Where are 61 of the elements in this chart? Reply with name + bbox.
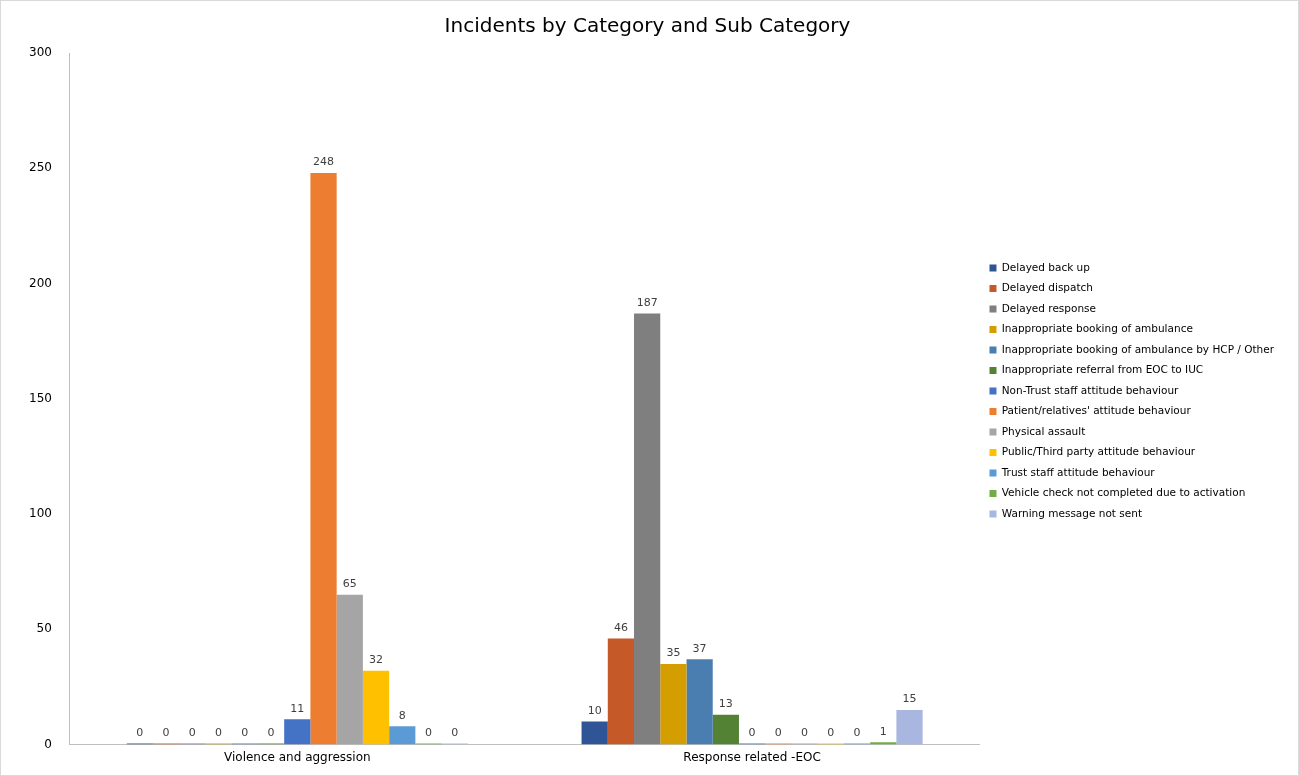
legend-label: Delayed response	[1001, 301, 1096, 314]
legend-label: Inappropriate referral from EOC to IUC	[1001, 363, 1204, 376]
bar	[581, 721, 608, 745]
data-label: 248	[313, 155, 335, 169]
data-label: 1	[879, 724, 887, 738]
legend-label: Patient/relatives' attitude behaviour	[1001, 404, 1192, 417]
data-label: 0	[136, 725, 144, 739]
data-label: 0	[424, 725, 432, 739]
y-tick-label: 100	[29, 506, 52, 521]
data-label: 0	[162, 725, 170, 739]
y-tick-label: 200	[29, 275, 52, 290]
bar	[634, 313, 661, 745]
legend-label: Trust staff attitude behaviour	[1000, 465, 1156, 478]
data-label: 13	[718, 696, 733, 710]
legend-label: Physical assault	[1001, 424, 1086, 437]
data-label: 187	[636, 295, 658, 309]
data-label: 0	[241, 725, 249, 739]
data-label: 15	[902, 692, 917, 706]
y-tick-label: 250	[29, 160, 52, 175]
chart-title: Incidents by Category and Sub Category	[444, 13, 851, 38]
data-label: 46	[613, 620, 628, 634]
data-label: 0	[267, 725, 275, 739]
data-label: 8	[398, 708, 406, 722]
y-tick-label: 150	[29, 390, 52, 405]
bar	[310, 172, 337, 745]
legend-label: Inappropriate booking of ambulance by HCP / Other	[1001, 342, 1275, 355]
legend-label: Delayed dispatch	[1001, 281, 1094, 294]
y-tick-label: 0	[44, 736, 52, 751]
data-label: 0	[801, 725, 809, 739]
data-label: 65	[342, 577, 357, 591]
legend-label: Delayed back up	[1001, 260, 1091, 273]
legend-label: Public/Third party attitude behaviour	[1001, 445, 1196, 458]
bar	[896, 710, 923, 745]
bar	[284, 719, 311, 745]
y-tick-label: 50	[36, 621, 52, 636]
bar	[336, 594, 363, 745]
data-label: 32	[369, 653, 384, 667]
legend-label: Inappropriate booking of ambulance	[1001, 322, 1193, 335]
data-label: 11	[290, 701, 305, 715]
data-label: 0	[827, 725, 835, 739]
data-label: 0	[748, 725, 756, 739]
bar	[389, 726, 416, 745]
x-tick-label: Response related -EOC	[683, 749, 821, 764]
bar	[712, 714, 739, 745]
bar	[607, 638, 635, 745]
data-label: 0	[774, 725, 782, 739]
bar	[660, 663, 687, 745]
data-label: 10	[587, 703, 602, 717]
x-tick-label: Violence and aggression	[224, 749, 371, 764]
data-label: 35	[666, 646, 681, 660]
bar	[362, 670, 390, 745]
legend-label: Vehicle check not completed due to activation	[1001, 486, 1246, 499]
legend-label: Warning message not sent	[1001, 506, 1143, 519]
data-label: 0	[188, 725, 196, 739]
legend-label: Non-Trust staff attitude behaviour	[1001, 383, 1180, 396]
data-label: 0	[451, 725, 459, 739]
y-tick-label: 300	[29, 45, 52, 60]
data-label: 37	[692, 641, 707, 655]
bar	[686, 659, 713, 745]
data-label: 0	[853, 725, 861, 739]
data-label: 0	[215, 725, 223, 739]
